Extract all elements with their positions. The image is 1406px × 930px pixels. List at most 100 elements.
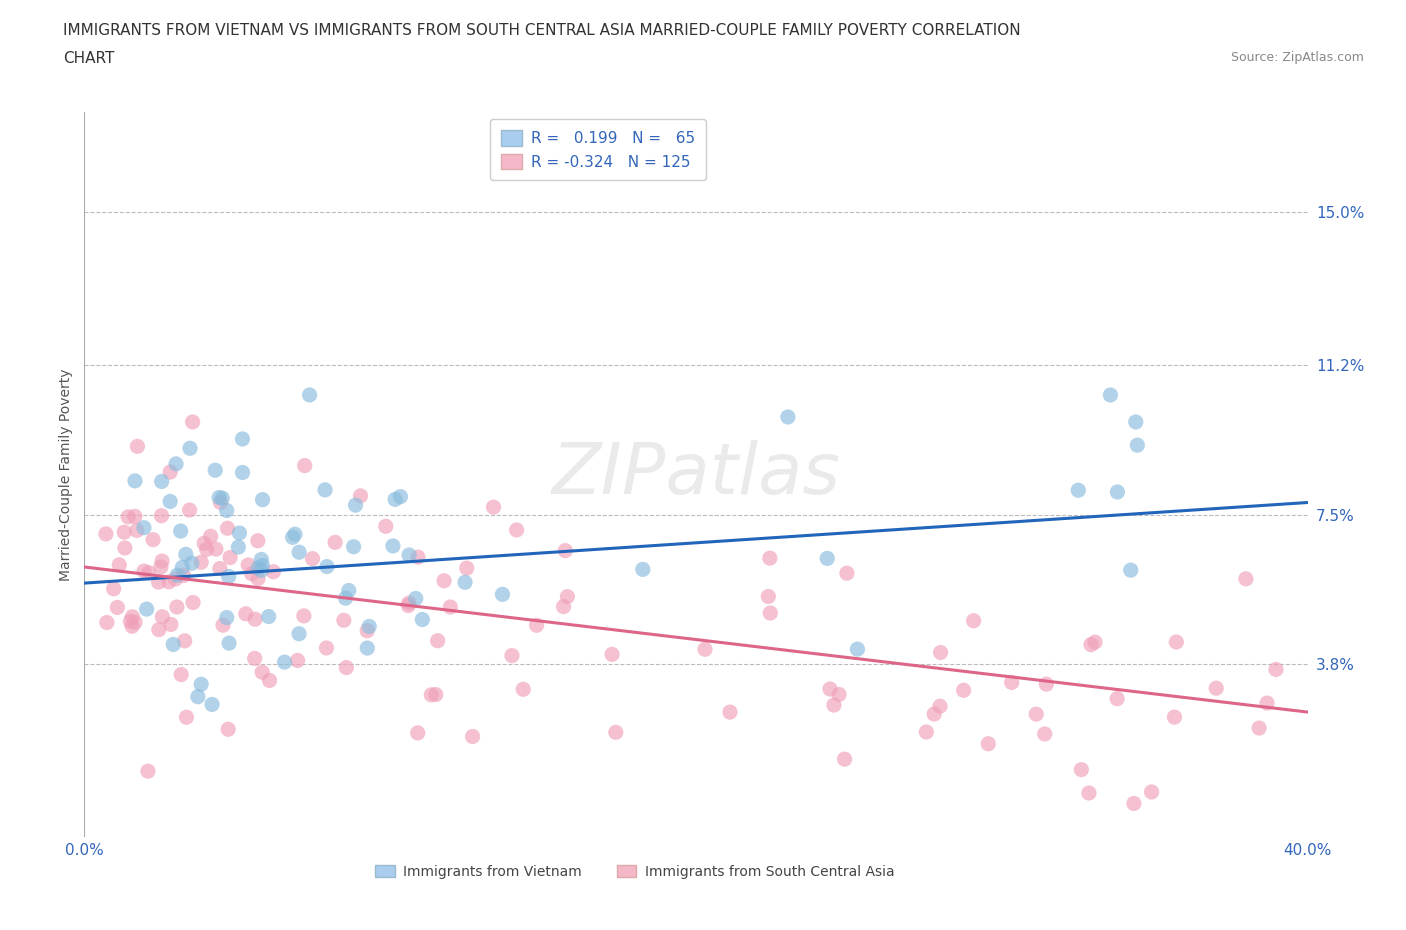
- Point: [259, 673, 281, 688]
- Point: [284, 526, 307, 541]
- Point: [190, 555, 212, 570]
- Point: [173, 633, 195, 648]
- Point: [243, 651, 266, 666]
- Point: [922, 707, 945, 722]
- Point: [212, 618, 235, 632]
- Point: [135, 602, 157, 617]
- Point: [776, 409, 799, 424]
- Point: [181, 415, 204, 430]
- Point: [219, 550, 242, 565]
- Point: [157, 575, 180, 590]
- Point: [359, 619, 381, 634]
- Point: [929, 645, 952, 660]
- Point: [356, 641, 378, 656]
- Point: [176, 710, 198, 724]
- Point: [231, 432, 253, 446]
- Point: [103, 581, 125, 596]
- Point: [952, 683, 974, 698]
- Point: [136, 764, 159, 778]
- Point: [218, 569, 240, 584]
- Point: [159, 494, 181, 509]
- Point: [828, 687, 851, 702]
- Point: [124, 509, 146, 524]
- Point: [1249, 721, 1271, 736]
- Point: [1035, 677, 1057, 692]
- Point: [1125, 415, 1147, 430]
- Point: [181, 595, 204, 610]
- Point: [1080, 637, 1102, 652]
- Point: [132, 564, 155, 578]
- Point: [148, 575, 170, 590]
- Point: [381, 538, 404, 553]
- Y-axis label: Married-Couple Family Poverty: Married-Couple Family Poverty: [59, 368, 73, 580]
- Point: [195, 542, 218, 557]
- Point: [1166, 634, 1188, 649]
- Point: [243, 612, 266, 627]
- Point: [389, 489, 412, 504]
- Point: [505, 523, 527, 538]
- Point: [121, 618, 143, 633]
- Point: [823, 698, 845, 712]
- Point: [1084, 634, 1107, 649]
- Point: [1099, 388, 1122, 403]
- Point: [342, 539, 364, 554]
- Point: [179, 502, 201, 517]
- Point: [262, 565, 284, 579]
- Point: [1122, 796, 1144, 811]
- Point: [301, 551, 323, 566]
- Point: [600, 647, 623, 662]
- Point: [159, 465, 181, 480]
- Point: [557, 590, 579, 604]
- Text: ZIPatlas: ZIPatlas: [551, 440, 841, 509]
- Point: [201, 697, 224, 711]
- Point: [1107, 485, 1129, 499]
- Point: [246, 533, 269, 548]
- Point: [420, 687, 443, 702]
- Point: [240, 566, 263, 581]
- Point: [150, 509, 173, 524]
- Point: [433, 573, 456, 588]
- Point: [426, 633, 449, 648]
- Point: [217, 521, 239, 536]
- Point: [172, 560, 194, 575]
- Point: [693, 642, 716, 657]
- Point: [174, 547, 197, 562]
- Point: [314, 483, 336, 498]
- Point: [605, 724, 627, 739]
- Point: [1205, 681, 1227, 696]
- Text: Source: ZipAtlas.com: Source: ZipAtlas.com: [1230, 51, 1364, 64]
- Point: [108, 557, 131, 572]
- Point: [456, 561, 478, 576]
- Point: [439, 600, 461, 615]
- Point: [323, 535, 346, 550]
- Point: [553, 599, 575, 614]
- Legend: Immigrants from Vietnam, Immigrants from South Central Asia: Immigrants from Vietnam, Immigrants from…: [370, 859, 900, 884]
- Point: [1067, 483, 1090, 498]
- Point: [718, 705, 741, 720]
- Point: [125, 523, 148, 538]
- Point: [396, 598, 419, 613]
- Point: [337, 583, 360, 598]
- Point: [406, 725, 429, 740]
- Point: [117, 510, 139, 525]
- Point: [211, 491, 233, 506]
- Point: [208, 490, 231, 505]
- Point: [1070, 763, 1092, 777]
- Point: [180, 556, 202, 571]
- Point: [114, 540, 136, 555]
- Point: [150, 609, 173, 624]
- Point: [759, 605, 782, 620]
- Point: [335, 660, 357, 675]
- Point: [124, 615, 146, 630]
- Point: [977, 737, 1000, 751]
- Point: [356, 623, 378, 638]
- Point: [406, 550, 429, 565]
- Text: IMMIGRANTS FROM VIETNAM VS IMMIGRANTS FROM SOUTH CENTRAL ASIA MARRIED-COUPLE FAM: IMMIGRANTS FROM VIETNAM VS IMMIGRANTS FR…: [63, 23, 1021, 38]
- Point: [150, 474, 173, 489]
- Point: [170, 667, 193, 682]
- Point: [120, 614, 142, 629]
- Point: [252, 558, 274, 573]
- Point: [846, 642, 869, 657]
- Point: [281, 530, 304, 545]
- Point: [1001, 675, 1024, 690]
